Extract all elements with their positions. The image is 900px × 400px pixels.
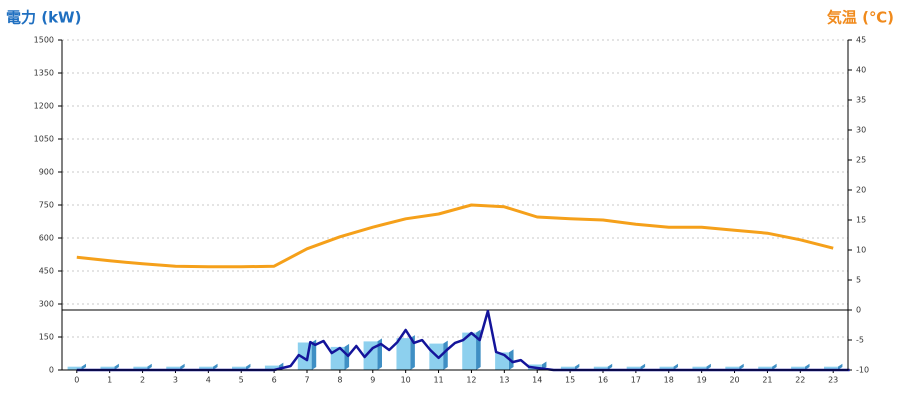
x-tick-label: 1: [107, 376, 112, 385]
bar-side: [706, 363, 711, 370]
x-tick-label: 9: [370, 376, 375, 385]
bar: [396, 338, 411, 370]
x-tick-label: 21: [762, 376, 772, 385]
y2-tick-label: 35: [856, 96, 866, 105]
bar-side: [311, 339, 317, 370]
y-tick-label: 150: [39, 333, 54, 342]
bar-side: [245, 363, 251, 370]
y-title: 電力 (kW): [6, 9, 81, 27]
y-tick-label: 450: [39, 267, 54, 276]
x-tick-label: 4: [206, 376, 211, 385]
y2-tick-label: 15: [856, 216, 866, 225]
y2-tick-label: 20: [856, 186, 866, 195]
bar-side: [114, 363, 119, 370]
bar-side: [772, 363, 777, 370]
series-line: [76, 309, 850, 372]
y2-tick-label: 10: [856, 246, 866, 255]
x-tick-label: 2: [140, 376, 145, 385]
bar: [692, 366, 707, 370]
x-tick-label: 8: [337, 376, 342, 385]
x-tick-label: 11: [433, 376, 443, 385]
y2-tick-label: 40: [856, 66, 866, 75]
series-line: [76, 203, 834, 269]
y-tick-label: 1050: [34, 135, 54, 144]
x-tick-label: 22: [795, 376, 805, 385]
bar: [166, 366, 181, 370]
bar-side: [607, 363, 613, 370]
bar: [67, 366, 82, 370]
x-tick-label: 23: [828, 376, 838, 385]
bar-side: [574, 363, 580, 370]
x-tick-label: 16: [598, 376, 608, 385]
x-tick-label: 10: [401, 376, 411, 385]
y-tick-label: 1350: [34, 69, 54, 78]
bar: [232, 366, 246, 370]
y2-tick-label: 0: [856, 306, 861, 315]
bar: [264, 365, 279, 370]
y2-tick-label: -10: [856, 366, 869, 375]
y2-title: 気温 (℃): [827, 9, 894, 27]
x-tick-label: 6: [272, 376, 277, 385]
x-tick-label: 5: [239, 376, 244, 385]
bar-side: [212, 363, 218, 370]
bar-side: [739, 363, 744, 370]
y-tick-label: 0: [49, 366, 54, 375]
bar-side: [443, 340, 448, 370]
x-tick-label: 3: [173, 376, 178, 385]
bar-side: [81, 363, 87, 370]
bar: [199, 366, 213, 370]
y2-tick-label: -5: [856, 336, 864, 345]
bar: [593, 366, 608, 370]
bar: [462, 332, 477, 370]
x-tick-label: 7: [304, 376, 309, 385]
x-tick-label: 13: [499, 376, 509, 385]
y-tick-label: 750: [39, 201, 54, 210]
x-tick-label: 18: [664, 376, 674, 385]
bar-side: [673, 363, 678, 370]
x-tick-label: 17: [631, 376, 641, 385]
bar-side: [837, 363, 843, 370]
x-tick-label: 15: [565, 376, 575, 385]
bar-side: [804, 363, 810, 370]
x-tick-label: 12: [466, 376, 476, 385]
y2-tick-label: 25: [856, 156, 866, 165]
y2-tick-label: 5: [856, 276, 861, 285]
bar-side: [344, 343, 350, 370]
bar: [823, 366, 838, 370]
y-tick-label: 1500: [34, 36, 54, 45]
x-tick-label: 0: [74, 376, 79, 385]
y-tick-label: 600: [39, 234, 54, 243]
x-tick-label: 19: [697, 376, 707, 385]
bar: [560, 366, 575, 370]
bar-side: [640, 363, 646, 370]
x-tick-label: 20: [729, 376, 739, 385]
bar: [133, 366, 148, 370]
bar: [758, 366, 773, 370]
bar: [659, 366, 674, 370]
x-tick-label: 14: [532, 376, 542, 385]
y-tick-label: 300: [39, 300, 54, 309]
y-tick-label: 900: [39, 168, 54, 177]
bar-side: [147, 363, 152, 370]
y2-tick-label: 30: [856, 126, 866, 135]
y2-tick-label: 45: [856, 36, 866, 45]
bar-side: [180, 363, 185, 370]
bar: [791, 366, 805, 370]
bar: [100, 366, 115, 370]
bar: [626, 366, 641, 370]
y-tick-label: 1200: [34, 102, 54, 111]
bar: [725, 366, 740, 370]
